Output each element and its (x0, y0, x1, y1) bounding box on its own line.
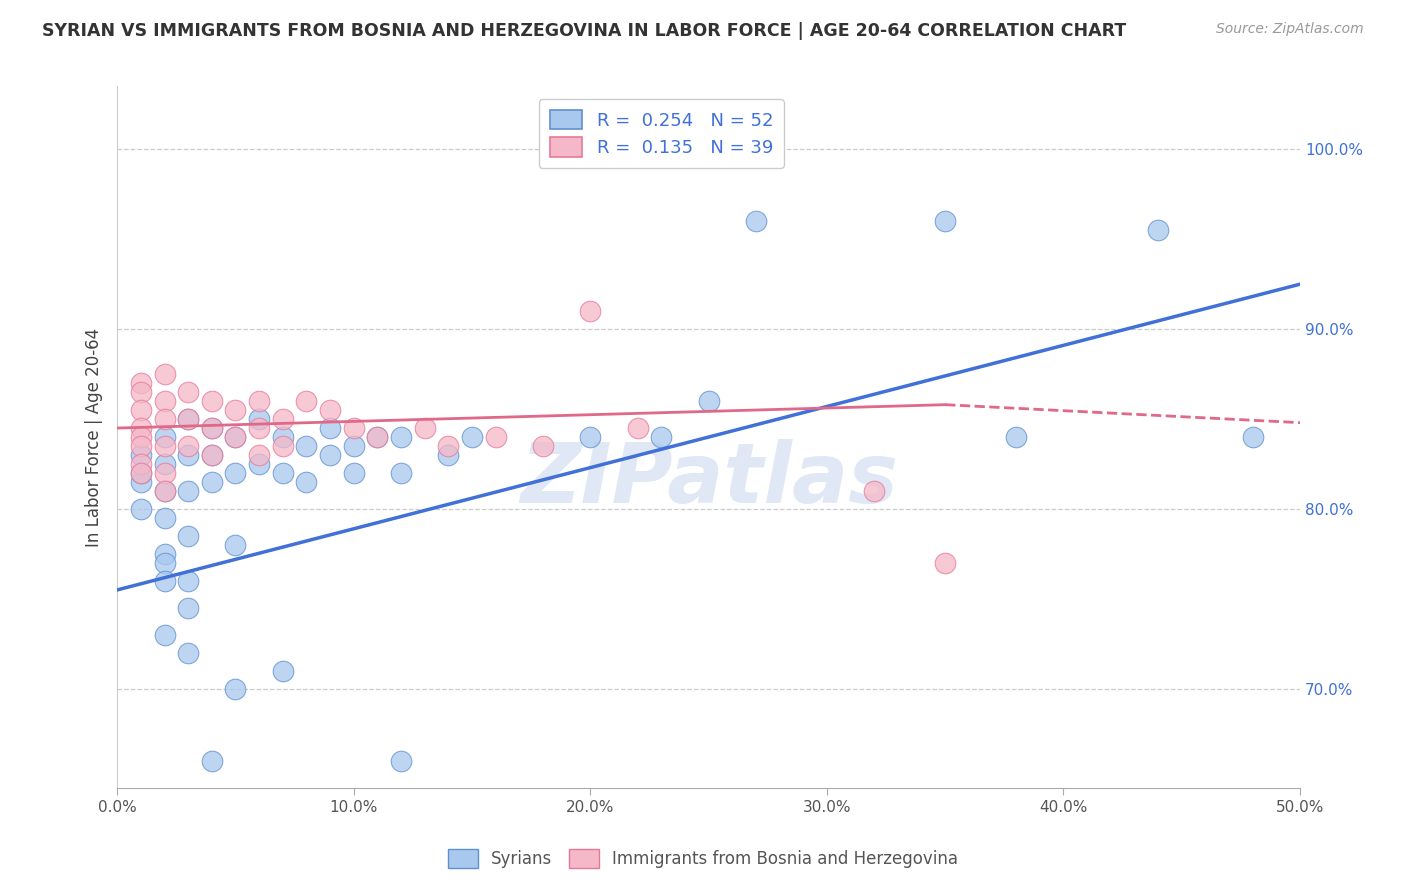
Point (201, 475, 224, 489)
Point (153, 556, 176, 570)
Point (366, 430, 388, 444)
Point (627, 421, 650, 435)
Point (247, 394, 270, 409)
Point (531, 439, 554, 453)
Point (343, 439, 366, 453)
Point (224, 681, 246, 696)
Point (1005, 430, 1028, 444)
Point (153, 483, 176, 498)
Point (177, 439, 200, 453)
Point (224, 430, 246, 444)
Legend: Syrians, Immigrants from Bosnia and Herzegovina: Syrians, Immigrants from Bosnia and Herz… (441, 843, 965, 875)
Point (153, 574, 176, 588)
Point (319, 448, 342, 462)
Point (201, 421, 224, 435)
Point (129, 439, 152, 453)
Point (201, 421, 224, 435)
Point (177, 412, 200, 426)
Point (153, 511, 176, 525)
Point (437, 448, 460, 462)
Point (129, 385, 152, 400)
Point (177, 448, 200, 462)
Point (129, 466, 152, 480)
Point (934, 556, 956, 570)
Point (579, 430, 602, 444)
Point (247, 448, 270, 462)
Point (129, 466, 152, 480)
Point (129, 430, 152, 444)
Point (697, 394, 720, 409)
Point (579, 304, 602, 318)
Point (177, 646, 200, 660)
Point (1241, 430, 1264, 444)
Point (224, 538, 246, 552)
Point (271, 466, 294, 480)
Point (177, 385, 200, 400)
Point (247, 412, 270, 426)
Point (247, 457, 270, 471)
Point (437, 439, 460, 453)
Text: ZIPatlas: ZIPatlas (520, 439, 897, 520)
Point (485, 430, 508, 444)
Point (153, 466, 176, 480)
Point (650, 430, 672, 444)
Point (863, 483, 886, 498)
Point (224, 466, 246, 480)
Point (129, 448, 152, 462)
Point (153, 628, 176, 642)
Point (129, 457, 152, 471)
Point (389, 430, 412, 444)
Point (129, 475, 152, 489)
Point (201, 754, 224, 768)
Point (271, 430, 294, 444)
Point (389, 466, 412, 480)
Point (201, 448, 224, 462)
Point (153, 412, 176, 426)
Text: Source: ZipAtlas.com: Source: ZipAtlas.com (1216, 22, 1364, 37)
Point (153, 547, 176, 561)
Point (319, 421, 342, 435)
Point (295, 439, 318, 453)
Point (461, 430, 484, 444)
Point (271, 412, 294, 426)
Point (153, 394, 176, 409)
Point (224, 403, 246, 417)
Point (177, 574, 200, 588)
Point (201, 394, 224, 409)
Point (389, 754, 412, 768)
Point (129, 502, 152, 516)
Point (295, 394, 318, 409)
Point (343, 466, 366, 480)
Point (745, 214, 768, 228)
Point (153, 457, 176, 471)
Point (177, 483, 200, 498)
Point (247, 421, 270, 435)
Point (129, 376, 152, 390)
Point (224, 430, 246, 444)
Point (413, 421, 436, 435)
Point (177, 529, 200, 543)
Point (934, 214, 956, 228)
Point (153, 483, 176, 498)
Point (153, 430, 176, 444)
Point (201, 448, 224, 462)
Point (129, 421, 152, 435)
Point (271, 664, 294, 678)
Point (177, 601, 200, 615)
Text: SYRIAN VS IMMIGRANTS FROM BOSNIA AND HERZEGOVINA IN LABOR FORCE | AGE 20-64 CORR: SYRIAN VS IMMIGRANTS FROM BOSNIA AND HER… (42, 22, 1126, 40)
Point (271, 439, 294, 453)
Point (366, 430, 388, 444)
Point (177, 412, 200, 426)
Point (153, 367, 176, 381)
Point (319, 403, 342, 417)
Point (153, 439, 176, 453)
Point (343, 421, 366, 435)
Point (129, 403, 152, 417)
Y-axis label: In Labor Force | Age 20-64: In Labor Force | Age 20-64 (86, 327, 103, 547)
Legend: R =  0.254   N = 52, R =  0.135   N = 39: R = 0.254 N = 52, R = 0.135 N = 39 (538, 99, 785, 168)
Point (295, 475, 318, 489)
Point (1147, 223, 1170, 237)
